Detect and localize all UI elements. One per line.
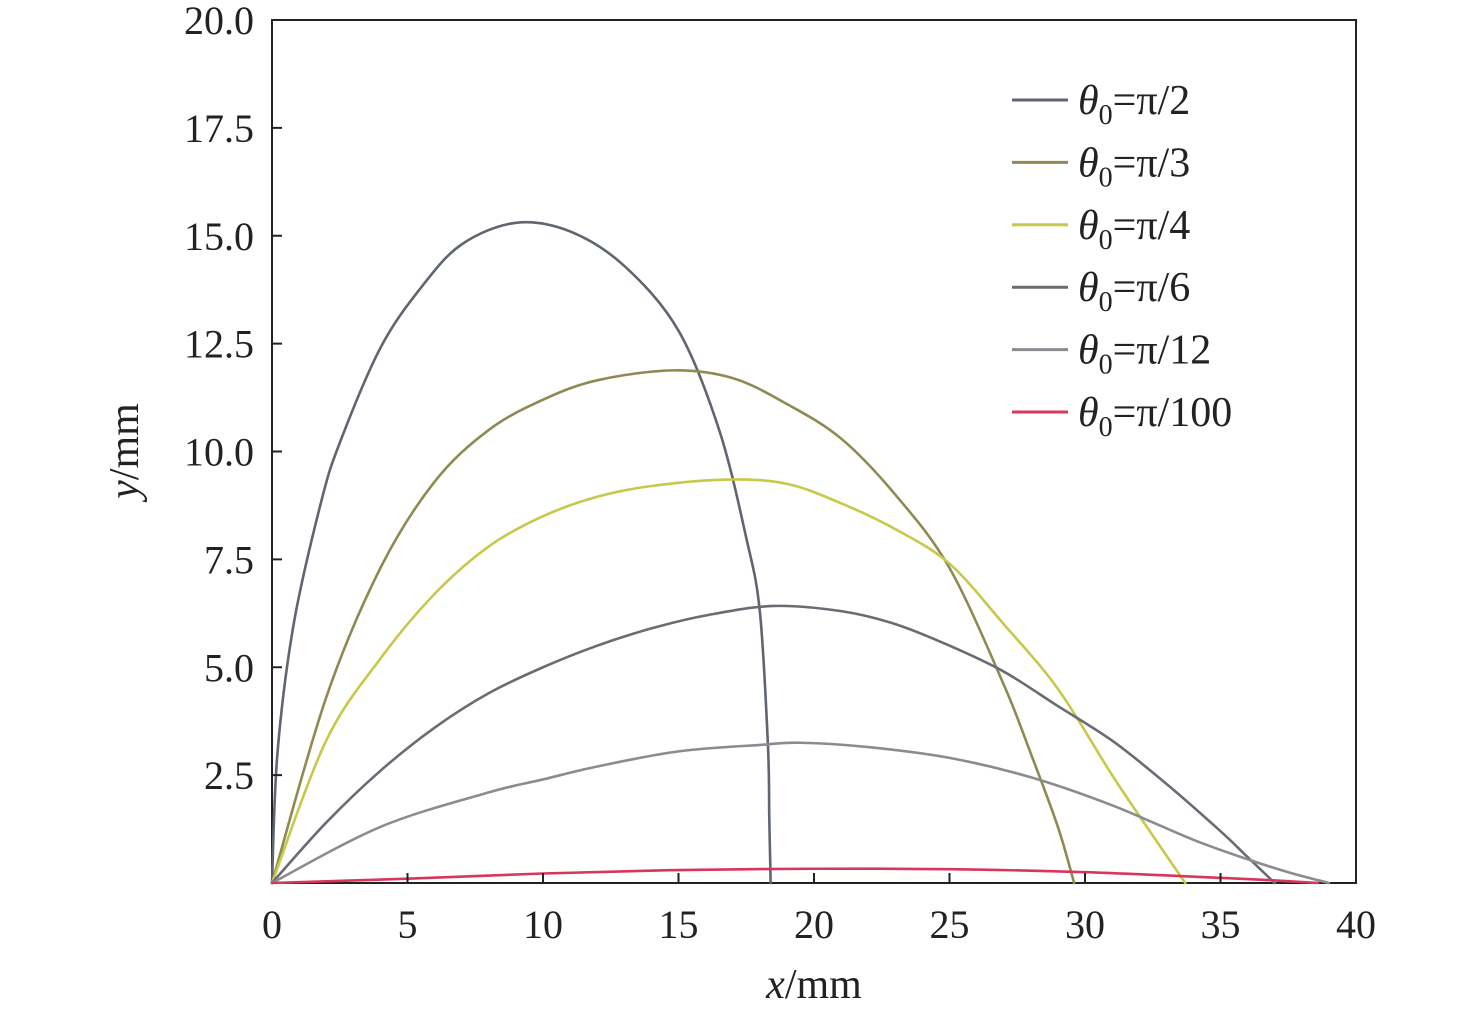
y-tick-label: 20.0	[184, 0, 254, 43]
y-axis-variable: y	[102, 480, 148, 503]
y-tick-label: 2.5	[204, 753, 254, 798]
x-tick-label: 5	[398, 902, 418, 947]
y-axis-title: y/mm	[102, 403, 148, 503]
x-axis-unit: /mm	[785, 962, 862, 1008]
series-layer	[270, 220, 1331, 885]
y-tick-label: 12.5	[184, 322, 254, 367]
series-line-2	[270, 369, 1076, 885]
legend-value: =π/100	[1113, 390, 1233, 436]
legend-value: =π/2	[1113, 78, 1191, 124]
x-tick-label: 35	[1201, 902, 1241, 947]
y-tick-label: 5.0	[204, 645, 254, 690]
legend-subscript: 0	[1099, 412, 1113, 443]
legend-value: =π/3	[1113, 140, 1191, 186]
x-tick-label: 20	[794, 902, 834, 947]
series-line-6	[270, 867, 1320, 885]
x-axis-title: x/mm	[765, 962, 862, 1008]
legend-label-3: θ0=π/4	[1078, 203, 1190, 256]
legend-value: =π/4	[1113, 203, 1191, 249]
series-line-4	[270, 604, 1276, 885]
series-line-3	[270, 478, 1187, 885]
x-tick-label: 10	[523, 902, 563, 947]
x-tick-label: 25	[930, 902, 970, 947]
y-tick-label: 7.5	[204, 537, 254, 582]
legend-theta: θ	[1078, 328, 1099, 374]
legend-theta: θ	[1078, 203, 1099, 249]
plot-frame	[271, 19, 1357, 884]
x-tick-label: 15	[659, 902, 699, 947]
x-tick-label: 30	[1065, 902, 1105, 947]
legend-subscript: 0	[1099, 287, 1113, 318]
x-axis-ticks: 0 5 10 15 20 25 30 35 40	[262, 873, 1376, 947]
legend-label-6: θ0=π/100	[1078, 390, 1232, 443]
legend-value: =π/6	[1113, 265, 1191, 311]
series-line-1	[270, 220, 772, 885]
legend-label-2: θ0=π/3	[1078, 140, 1190, 193]
legend-label-5: θ0=π/12	[1078, 328, 1211, 381]
y-axis-unit: /mm	[102, 403, 148, 480]
series-line-5	[270, 741, 1331, 885]
legend-theta: θ	[1078, 78, 1099, 124]
y-tick-label: 17.5	[184, 106, 254, 151]
legend-theta: θ	[1078, 390, 1099, 436]
legend-subscript: 0	[1099, 225, 1113, 256]
legend-label-4: θ0=π/6	[1078, 265, 1190, 318]
x-tick-label: 40	[1336, 902, 1376, 947]
x-tick-label: 0	[262, 902, 282, 947]
y-tick-label: 15.0	[184, 214, 254, 259]
legend-label-1: θ0=π/2	[1078, 78, 1190, 131]
y-axis-ticks: 2.5 5.0 7.5 10.0 12.5 15.0 17.5 20.0	[184, 0, 282, 798]
y-tick-label: 10.0	[184, 430, 254, 475]
legend-theta: θ	[1078, 265, 1099, 311]
legend-subscript: 0	[1099, 162, 1113, 193]
legend-subscript: 0	[1099, 100, 1113, 131]
x-axis-variable: x	[765, 962, 785, 1008]
legend-theta: θ	[1078, 140, 1099, 186]
legend-subscript: 0	[1099, 350, 1113, 381]
legend-value: =π/12	[1113, 328, 1212, 374]
